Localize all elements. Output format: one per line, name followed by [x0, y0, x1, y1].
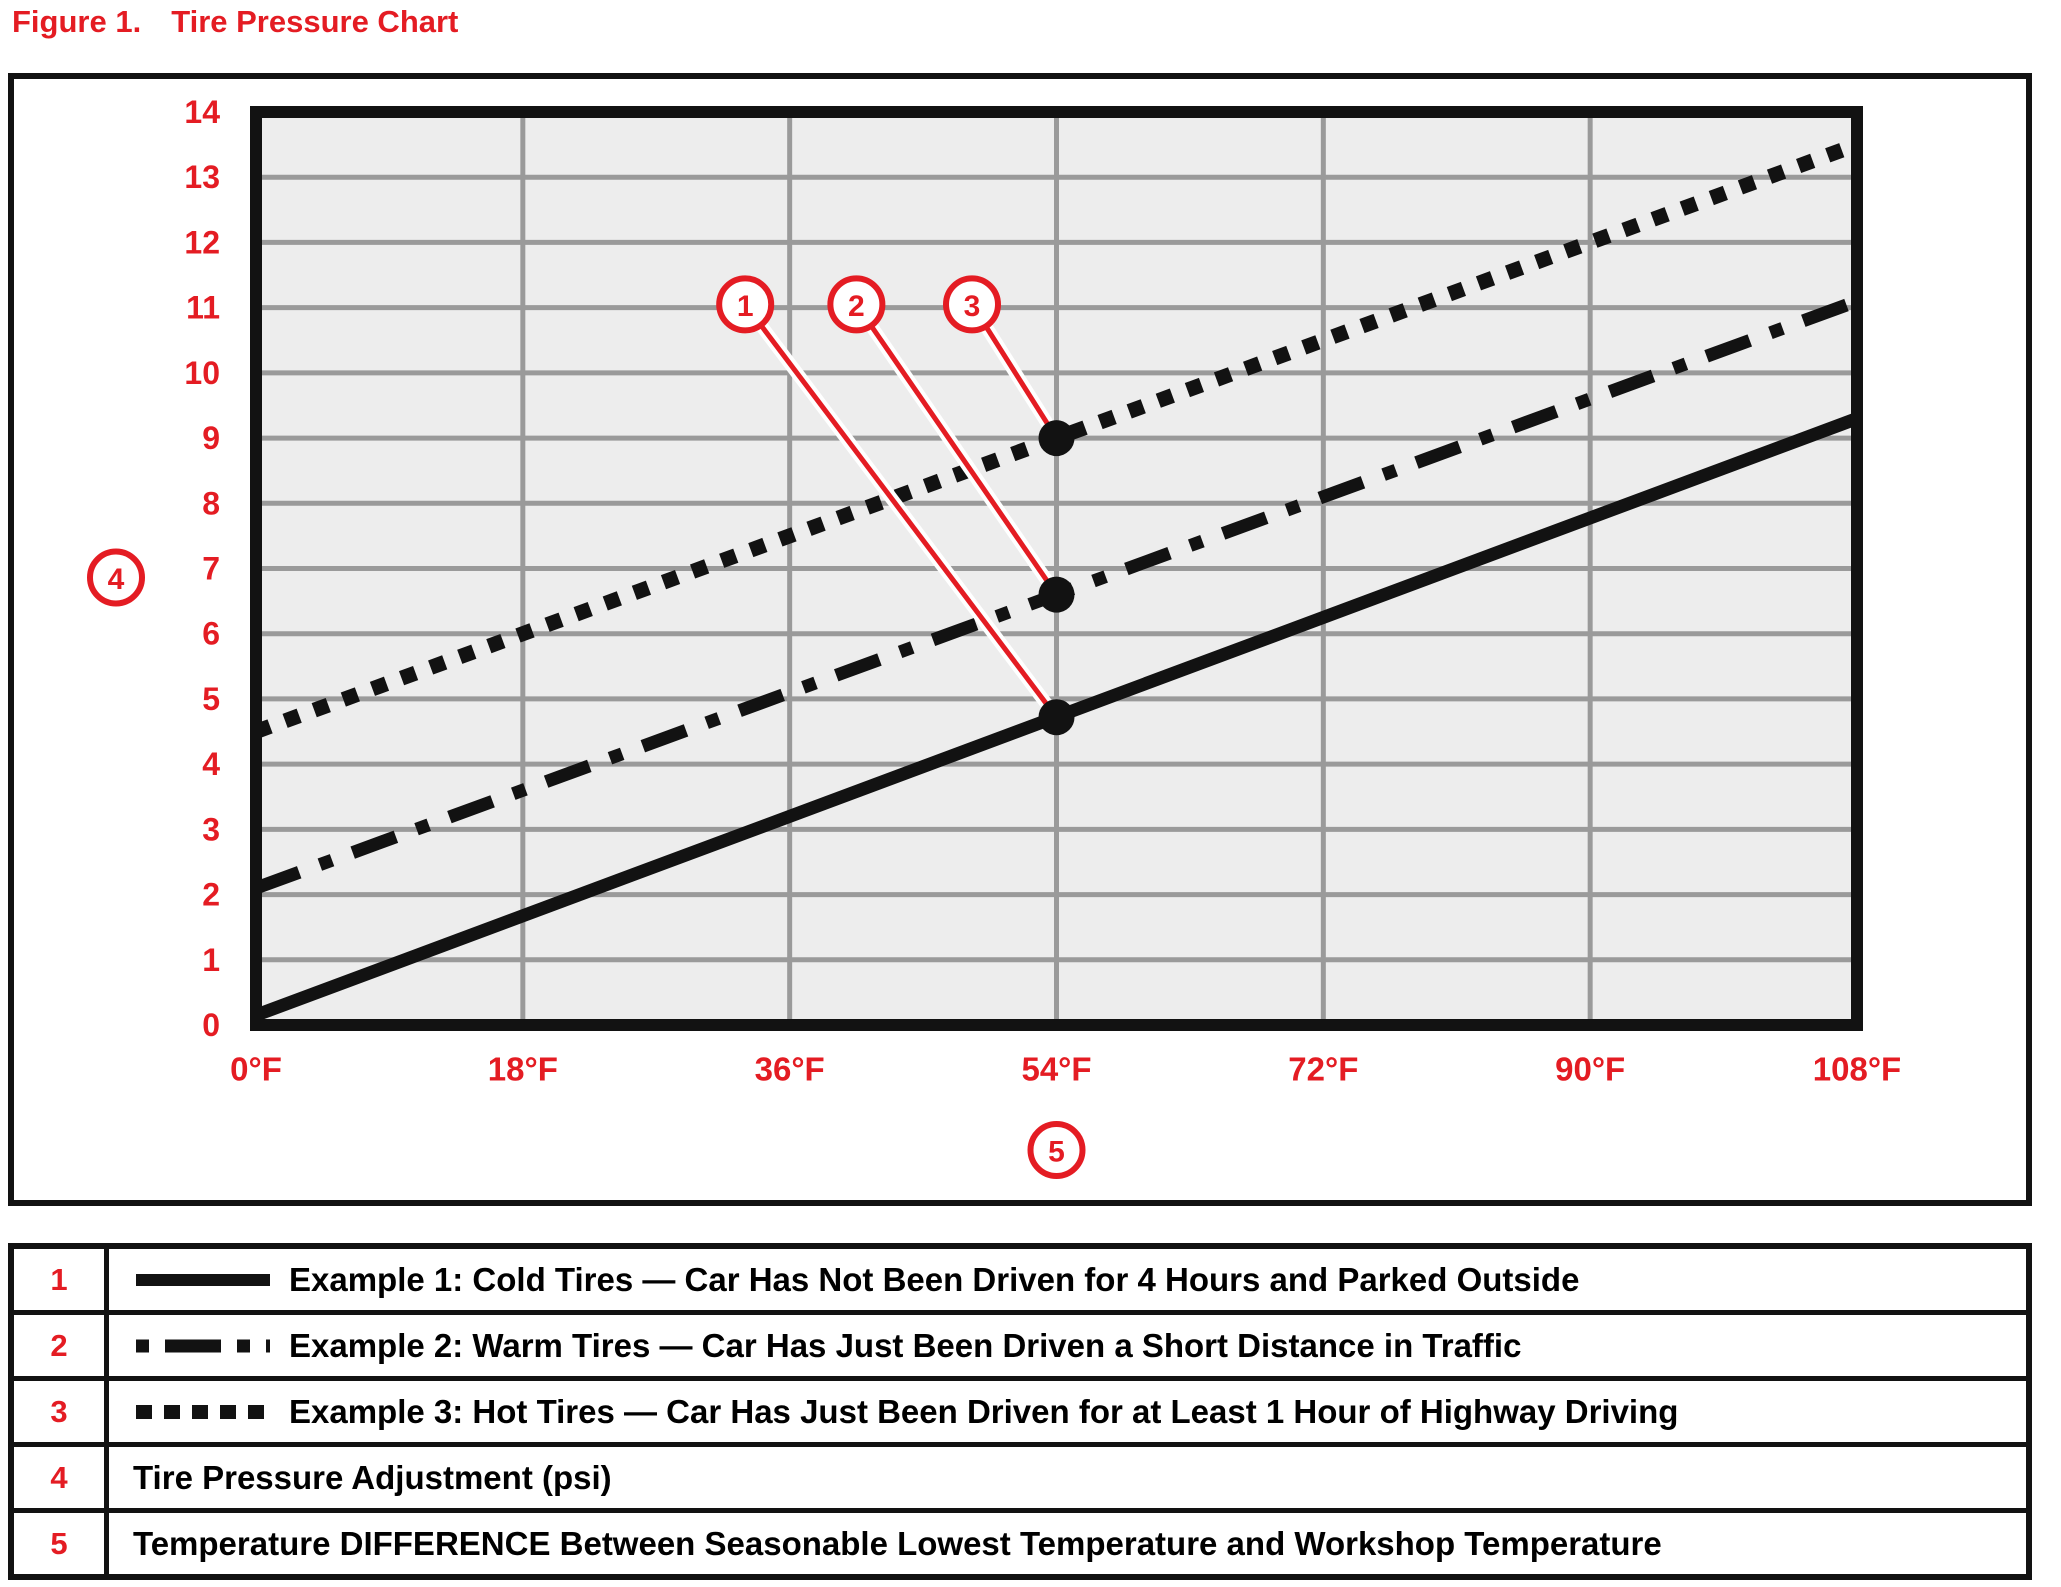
callout-x-axis: 5 [1027, 1121, 1086, 1179]
plot-border [250, 106, 1863, 1031]
legend-row-number: 2 [14, 1315, 109, 1376]
callout-circle [827, 275, 886, 334]
figure-title: Figure 1. Tire Pressure Chart [12, 4, 458, 40]
x-tick-label: 72°F [1288, 1051, 1358, 1088]
callout-1: 1 [716, 275, 775, 334]
callout-number: 3 [964, 290, 981, 323]
y-tick-label: 7 [202, 551, 220, 587]
leader-line [743, 302, 1059, 719]
legend-label: Temperature DIFFERENCE Between Seasonabl… [133, 1524, 1662, 1562]
legend-row-content: Tire Pressure Adjustment (psi) [109, 1447, 2026, 1508]
callout-circle [716, 275, 775, 334]
legend-row-number: 4 [14, 1447, 109, 1508]
callout-y-axis: 4 [87, 548, 145, 607]
x-tick-label: 90°F [1555, 1051, 1625, 1088]
x-axis-tick-labels: 0°F 18°F 36°F 54°F 72°F 90°F 108°F [230, 1051, 1901, 1088]
legend-row-number: 5 [14, 1513, 109, 1574]
y-tick-label: 5 [202, 681, 220, 717]
y-tick-label: 9 [202, 420, 220, 456]
legend-label: Example 1: Cold Tires — Car Has Not Been… [289, 1260, 1580, 1298]
callout-3: 3 [943, 275, 1002, 334]
figure-label: Figure 1. [12, 4, 142, 39]
figure-title-text: Tire Pressure Chart [171, 4, 459, 39]
legend-swatch-dotted [136, 1404, 270, 1419]
data-point-marker [1038, 576, 1075, 613]
legend-row-content: Example 2: Warm Tires — Car Has Just Bee… [109, 1315, 2026, 1376]
chart-frame: 1 2 3 4 5 0 1 2 3 4 5 6 7 8 9 10 11 12 13 14 0°F 18°F 36°F 54°F… [8, 73, 2032, 1206]
legend-row-2: 2 Example 2: Warm Tires — Car Has Just Be… [14, 1310, 2026, 1376]
series-line-dotted [256, 137, 1857, 739]
callout-number: 1 [737, 290, 754, 323]
legend-row-content: Example 1: Cold Tires — Car Has Not Been… [109, 1249, 2026, 1310]
legend-label: Example 3: Hot Tires — Car Has Just Been… [289, 1392, 1679, 1430]
legend-table: 1 Example 1: Cold Tires — Car Has Not Bee… [8, 1243, 2032, 1580]
y-tick-label: 8 [202, 485, 220, 521]
legend-row-content: Temperature DIFFERENCE Between Seasonabl… [109, 1513, 2026, 1574]
legend-row-5: 5 Temperature DIFFERENCE Between Seasonab… [14, 1508, 2026, 1574]
legend-row-content: Example 3: Hot Tires — Car Has Just Been… [109, 1381, 2026, 1442]
x-tick-label: 0°F [230, 1051, 282, 1088]
x-tick-label: 18°F [488, 1051, 558, 1088]
callout-circle [1027, 1121, 1086, 1179]
legend-row-number: 3 [14, 1381, 109, 1442]
y-tick-label: 4 [202, 746, 220, 782]
y-tick-label: 6 [202, 616, 220, 652]
callout-leader-lines [740, 300, 1062, 722]
callout-number: 2 [848, 290, 865, 323]
callout-circle [87, 548, 145, 607]
legend-label: Example 2: Warm Tires — Car Has Just Bee… [289, 1326, 1522, 1364]
y-tick-label: 11 [186, 290, 220, 326]
y-tick-label: 1 [202, 942, 220, 978]
legend-label: Tire Pressure Adjustment (psi) [133, 1458, 612, 1496]
legend-swatch-dash-dot [136, 1339, 270, 1352]
y-tick-label: 13 [184, 159, 220, 195]
callout-2: 2 [827, 275, 886, 334]
callout-circle [943, 275, 1002, 334]
legend-row-1: 1 Example 1: Cold Tires — Car Has Not Bee… [14, 1249, 2026, 1310]
callout-number: 4 [108, 563, 125, 596]
legend-row-number: 1 [14, 1249, 109, 1310]
y-tick-label: 0 [202, 1007, 220, 1043]
y-tick-label: 12 [184, 224, 220, 260]
data-point-marker [1038, 699, 1075, 736]
callout-number: 5 [1048, 1136, 1065, 1169]
x-tick-label: 54°F [1021, 1051, 1091, 1088]
leader-line [854, 302, 1059, 597]
y-tick-label: 2 [202, 877, 220, 913]
legend-row-3: 3 Example 3: Hot Tires — Car Has Just Bee… [14, 1376, 2026, 1442]
y-tick-label: 14 [184, 94, 220, 130]
x-tick-label: 108°F [1813, 1051, 1901, 1088]
legend-swatch-solid [136, 1273, 270, 1286]
x-tick-label: 36°F [755, 1051, 825, 1088]
data-point-marker [1038, 420, 1075, 457]
legend-row-4: 4 Tire Pressure Adjustment (psi) [14, 1442, 2026, 1508]
y-tick-label: 10 [184, 355, 220, 391]
y-tick-label: 3 [202, 811, 220, 847]
